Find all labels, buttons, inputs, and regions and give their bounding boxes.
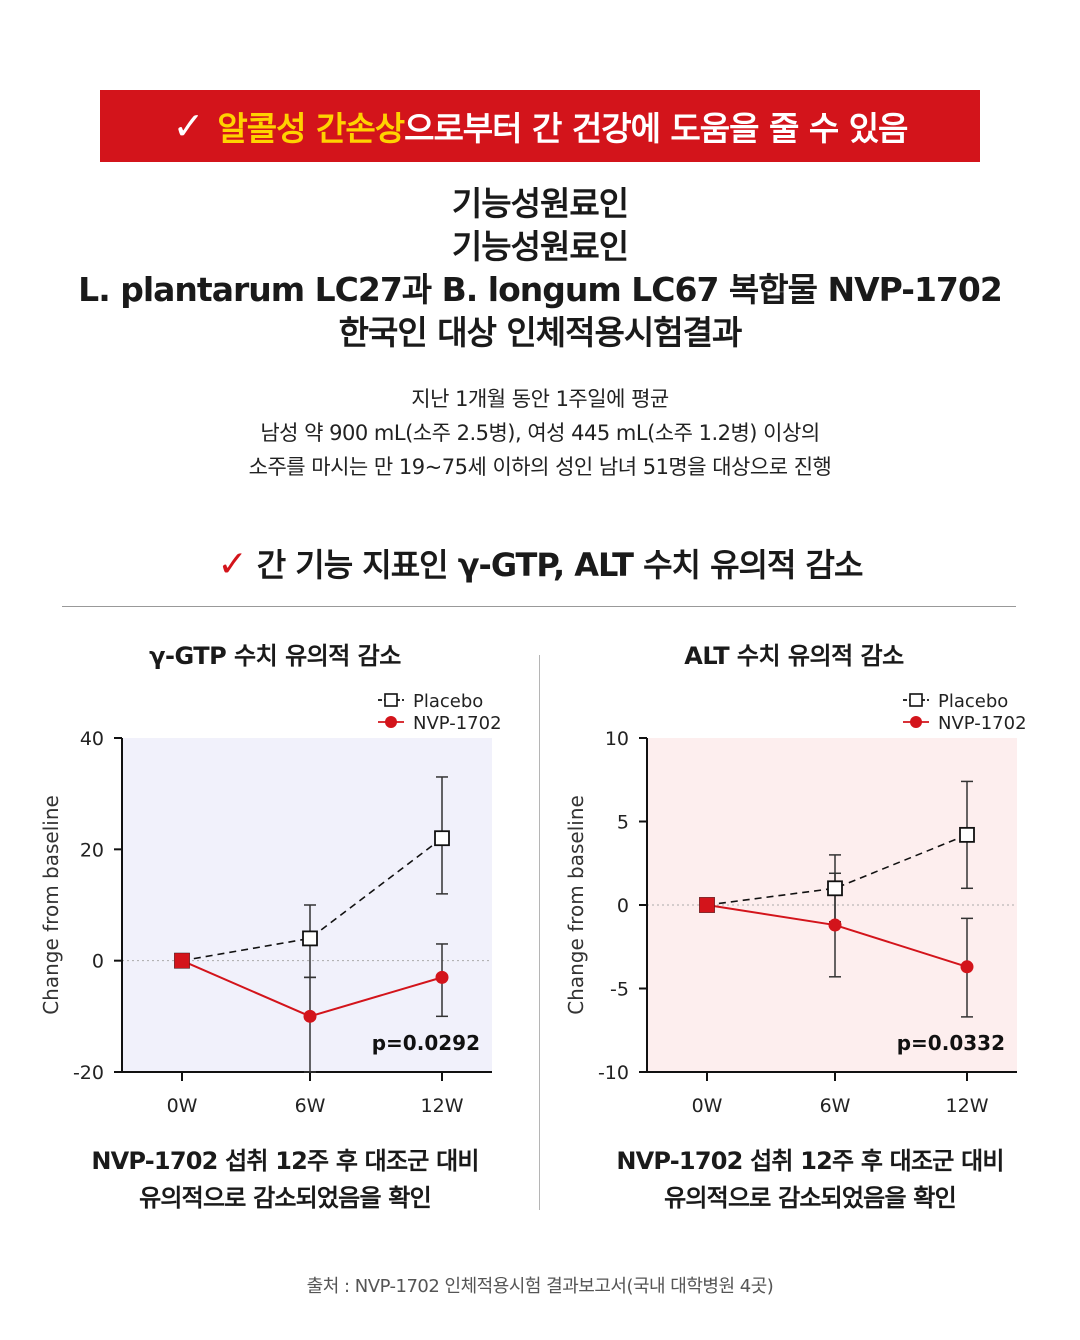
banner-highlight: 알콜성 간손상 xyxy=(217,109,405,148)
legend-label: Placebo xyxy=(413,691,483,712)
legend-marker xyxy=(385,716,397,728)
headline-banner: ✓ 알콜성 간손상 으로부터 간 건강에 도움을 줄 수 있음 xyxy=(100,90,980,162)
y-tick-label: 5 xyxy=(617,812,629,834)
study-description: 지난 1개월 동안 1주일에 평균 남성 약 900 mL(소주 2.5병), … xyxy=(0,382,1080,484)
title-block: 기능성원료인 기능성원료인 L. plantarum LC27과 B. long… xyxy=(0,182,1080,354)
x-tick-label: 6W xyxy=(295,1095,326,1117)
data-point-placebo xyxy=(302,930,318,947)
caption-line-2: 유의적으로 감소되었음을 확인 xyxy=(139,1184,432,1212)
y-tick-label: 20 xyxy=(80,839,104,861)
title-line-4: 한국인 대상 인체적용시험결과 xyxy=(338,313,743,352)
y-tick-label: 0 xyxy=(92,951,104,973)
source-note: 출처 : NVP-1702 인체적용시험 결과보고서(국내 대학병원 4곳) xyxy=(306,1276,774,1297)
title-line-3: L. plantarum LC27과 B. longum LC67 복합물 NV… xyxy=(78,270,1003,309)
description-line-3: 소주를 마시는 만 19~75세 이하의 성인 남녀 51명을 대상으로 진행 xyxy=(248,455,832,479)
x-tick-label: 0W xyxy=(167,1095,198,1117)
y-axis-label: Change from baseline xyxy=(564,795,588,1015)
legend-item: NVP-1702 xyxy=(378,713,502,734)
legend-marker xyxy=(909,693,923,707)
legend-item: Placebo xyxy=(378,691,483,712)
y-tick-label: 40 xyxy=(80,728,104,750)
y-tick-label: 10 xyxy=(605,728,629,750)
data-point-nvp xyxy=(435,970,449,984)
data-point-placebo xyxy=(434,830,450,847)
x-tick-label: 0W xyxy=(692,1095,723,1117)
chart-title-alt: ALT 수치 유의적 감소 xyxy=(684,642,904,670)
chart-alt: 10 5 0 -5 -10 0W 6W 12W Change from baseline Plac… xyxy=(564,691,1027,1117)
description-line-1: 지난 1개월 동안 1주일에 평균 xyxy=(411,387,669,411)
divider-horizontal xyxy=(62,606,1016,607)
series-line xyxy=(181,837,443,962)
caption-line-1: NVP-1702 섭취 12주 후 대조군 대비 xyxy=(91,1147,479,1175)
y-tick-label: -20 xyxy=(73,1062,104,1084)
data-point-placebo xyxy=(959,826,975,843)
y-tick-label: -5 xyxy=(610,979,629,1001)
caption-alt: NVP-1702 섭취 12주 후 대조군 대비 유의적으로 감소되었음을 확인 xyxy=(570,1143,1050,1217)
data-point-nvp xyxy=(828,918,842,932)
data-point-nvp xyxy=(960,960,974,974)
title-line-1: 기능성원료인 xyxy=(451,184,629,223)
data-point-baseline xyxy=(174,953,190,969)
section-heading-text: 간 기능 지표인 γ-GTP, ALT 수치 유의적 감소 xyxy=(256,546,864,584)
legend-item: Placebo xyxy=(903,691,1008,712)
legend-label: NVP-1702 xyxy=(938,713,1027,734)
divider-vertical xyxy=(539,655,540,1210)
caption-line-1: NVP-1702 섭취 12주 후 대조군 대비 xyxy=(616,1147,1004,1175)
banner-text: 으로부터 간 건강에 도움을 줄 수 있음 xyxy=(404,109,908,148)
title-line-2: 기능성원료인 xyxy=(451,227,629,266)
legend-label: Placebo xyxy=(938,691,1008,712)
x-tick-label: 12W xyxy=(421,1095,464,1117)
data-point-placebo xyxy=(827,880,843,897)
chart-title-ggtp: γ-GTP 수치 유의적 감소 xyxy=(149,642,401,670)
chart-ggtp: 40 20 0 -20 0W 6W 12W Change from baseline Place… xyxy=(39,691,502,1117)
description-line-2: 남성 약 900 mL(소주 2.5병), 여성 445 mL(소주 1.2병)… xyxy=(260,421,820,445)
checkmark-icon: ✓ xyxy=(217,544,248,585)
checkmark-icon: ✓ xyxy=(172,104,205,148)
legend-item: NVP-1702 xyxy=(903,713,1027,734)
caption-ggtp: NVP-1702 섭취 12주 후 대조군 대비 유의적으로 감소되었음을 확인 xyxy=(45,1143,525,1217)
legend-label: NVP-1702 xyxy=(413,713,502,734)
caption-line-2: 유의적으로 감소되었음을 확인 xyxy=(664,1184,957,1212)
data-point-baseline xyxy=(699,897,715,913)
y-axis-label: Change from baseline xyxy=(39,795,63,1015)
legend-marker xyxy=(384,693,398,707)
y-tick-label: 0 xyxy=(617,895,629,917)
x-tick-label: 6W xyxy=(820,1095,851,1117)
p-value-label: p=0.0332 xyxy=(897,1031,1005,1055)
y-tick-label: -10 xyxy=(598,1062,629,1084)
p-value-label: p=0.0292 xyxy=(372,1031,480,1055)
x-tick-label: 12W xyxy=(946,1095,989,1117)
section-heading: ✓ 간 기능 지표인 γ-GTP, ALT 수치 유의적 감소 xyxy=(0,540,1080,586)
legend-marker xyxy=(910,716,922,728)
data-point-nvp xyxy=(303,1009,317,1023)
